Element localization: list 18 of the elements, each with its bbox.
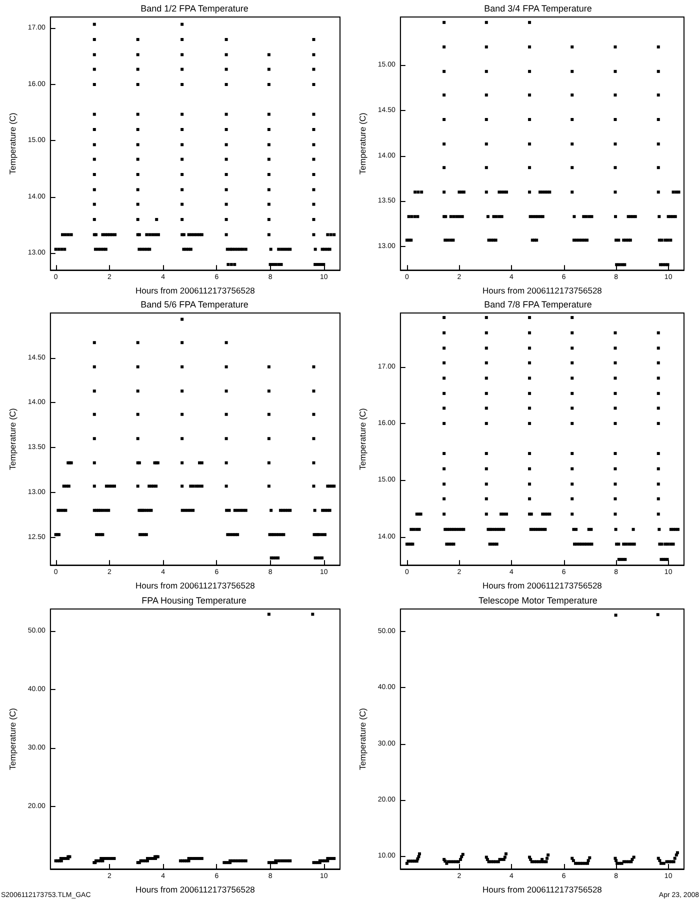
- y-axis-title: Temperature (C): [8, 708, 18, 770]
- y-axis-title: Temperature (C): [358, 708, 368, 770]
- x-axis-title: Hours from 2006112173756528: [482, 580, 602, 590]
- chart-title: Band 5/6 FPA Temperature: [140, 300, 248, 310]
- chart-title: FPA Housing Temperature: [142, 596, 246, 606]
- chart-title: Band 1/2 FPA Temperature: [140, 4, 248, 14]
- y-axis-title: Temperature (C): [8, 112, 18, 174]
- x-axis-title: Hours from 2006112173756528: [136, 884, 256, 894]
- y-axis-title: Temperature (C): [358, 112, 368, 174]
- x-axis-title: Hours from 2006112173756528: [482, 286, 602, 296]
- y-axis-title: Temperature (C): [8, 408, 18, 470]
- chart-title: Band 7/8 FPA Temperature: [484, 300, 592, 310]
- x-axis-title: Hours from 2006112173756528: [136, 580, 256, 590]
- y-axis-title: Temperature (C): [358, 408, 368, 470]
- x-axis-title: Hours from 2006112173756528: [136, 286, 256, 296]
- chart-title: Band 3/4 FPA Temperature: [484, 4, 592, 14]
- x-axis-title: Hours from 2006112173756528: [482, 884, 602, 894]
- chart-title: Telescope Motor Temperature: [478, 596, 598, 606]
